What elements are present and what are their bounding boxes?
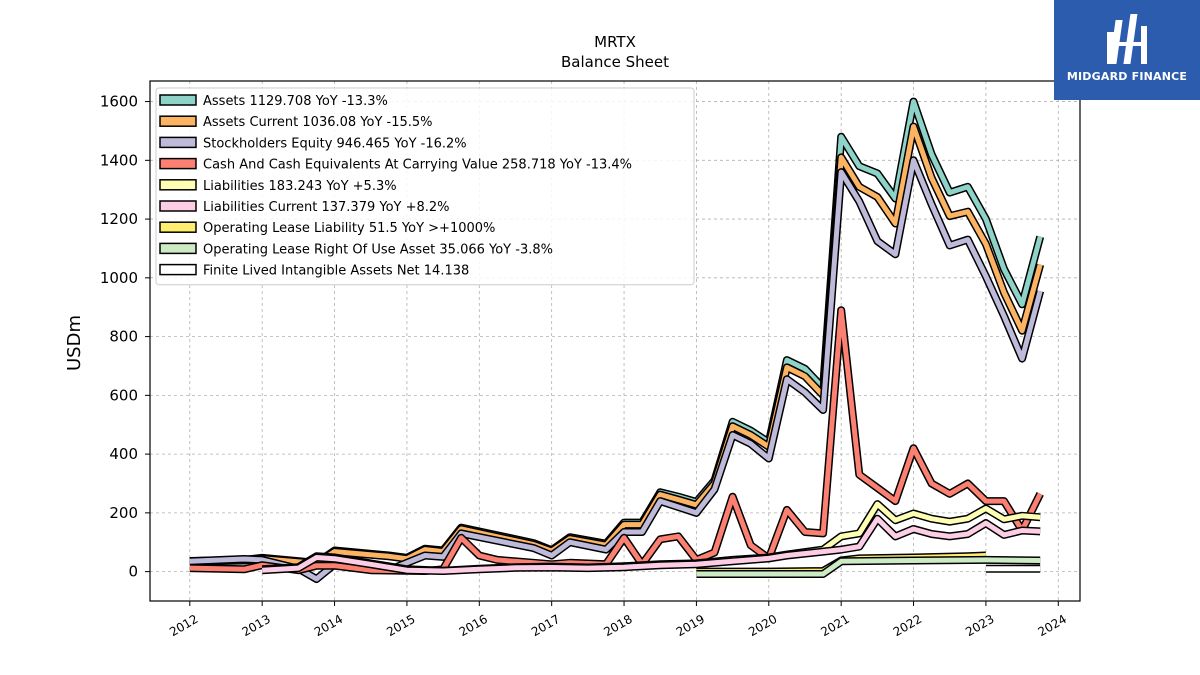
y-axis-label: USDm <box>64 315 85 371</box>
midgard-finance-logo-icon <box>1107 14 1147 64</box>
legend-box <box>155 87 695 286</box>
series-line-1 <box>189 124 1043 566</box>
legend-swatch <box>159 200 197 212</box>
legend-label: Cash And Cash Equivalents At Carrying Va… <box>203 158 632 173</box>
y-tick-label: 1200 <box>100 210 138 228</box>
series-line-5 <box>262 516 1041 574</box>
x-tick-label: 2019 <box>674 612 707 639</box>
x-tick-label: 2023 <box>963 612 996 639</box>
brand-name: MIDGARD FINANCE <box>1066 70 1188 83</box>
legend-label: Stockholders Equity 946.465 YoY -16.2% <box>203 136 467 151</box>
series-lines <box>189 97 1045 583</box>
y-tick-label: 1400 <box>100 151 138 169</box>
legend-label: Liabilities 183.243 YoY +5.3% <box>203 179 397 194</box>
plot-frame <box>149 80 1081 602</box>
y-tick-label: 0 <box>128 563 138 581</box>
legend-label: Assets Current 1036.08 YoY -15.5% <box>203 115 433 130</box>
legend-label: Operating Lease Liability 51.5 YoY >+100… <box>203 221 495 236</box>
x-tick-label: 2018 <box>601 612 634 639</box>
chart-subtitle: Balance Sheet <box>561 53 669 71</box>
x-tick-label: 2013 <box>239 612 272 639</box>
legend: Assets 1129.708 YoY -13.3% Assets Current… <box>155 87 695 286</box>
x-tick-label: 2022 <box>891 612 924 639</box>
legend-swatch <box>159 179 197 191</box>
y-tick-label: 400 <box>109 445 138 463</box>
y-tick-label: 200 <box>109 504 138 522</box>
legend-label: Liabilities Current 137.379 YoY +8.2% <box>203 200 450 215</box>
legend-swatch <box>159 242 197 255</box>
series-line-7 <box>696 557 1041 577</box>
legend-swatch <box>159 263 197 276</box>
legend-swatch <box>159 221 197 233</box>
x-tick-label: 2020 <box>746 612 779 639</box>
legend-label: Assets 1129.708 YoY -13.3% <box>203 94 388 109</box>
x-tick-label: 2012 <box>167 612 200 639</box>
legend-swatch <box>159 115 197 127</box>
chart-title: MRTX <box>594 33 636 51</box>
brand-logo: MIDGARD FINANCE <box>1054 0 1200 100</box>
x-tick-label: 2017 <box>529 612 562 639</box>
legend-swatch <box>159 157 197 170</box>
y-tick-label: 800 <box>109 328 138 346</box>
legend-label: Finite Lived Intangible Assets Net 14.13… <box>203 264 469 279</box>
legend-swatch <box>159 94 197 106</box>
legend-swatch <box>159 136 197 149</box>
y-tick-label: 1000 <box>100 269 138 287</box>
x-tick-label: 2015 <box>384 612 417 639</box>
y-tick-label: 1600 <box>100 93 138 111</box>
x-tick-label: 2014 <box>312 612 345 639</box>
legend-label: Operating Lease Right Of Use Asset 35.06… <box>203 242 553 257</box>
x-tick-label: 2024 <box>1036 612 1069 639</box>
x-tick-label: 2021 <box>818 612 851 639</box>
y-tick-label: 600 <box>109 386 138 404</box>
x-tick-label: 2016 <box>457 612 490 639</box>
